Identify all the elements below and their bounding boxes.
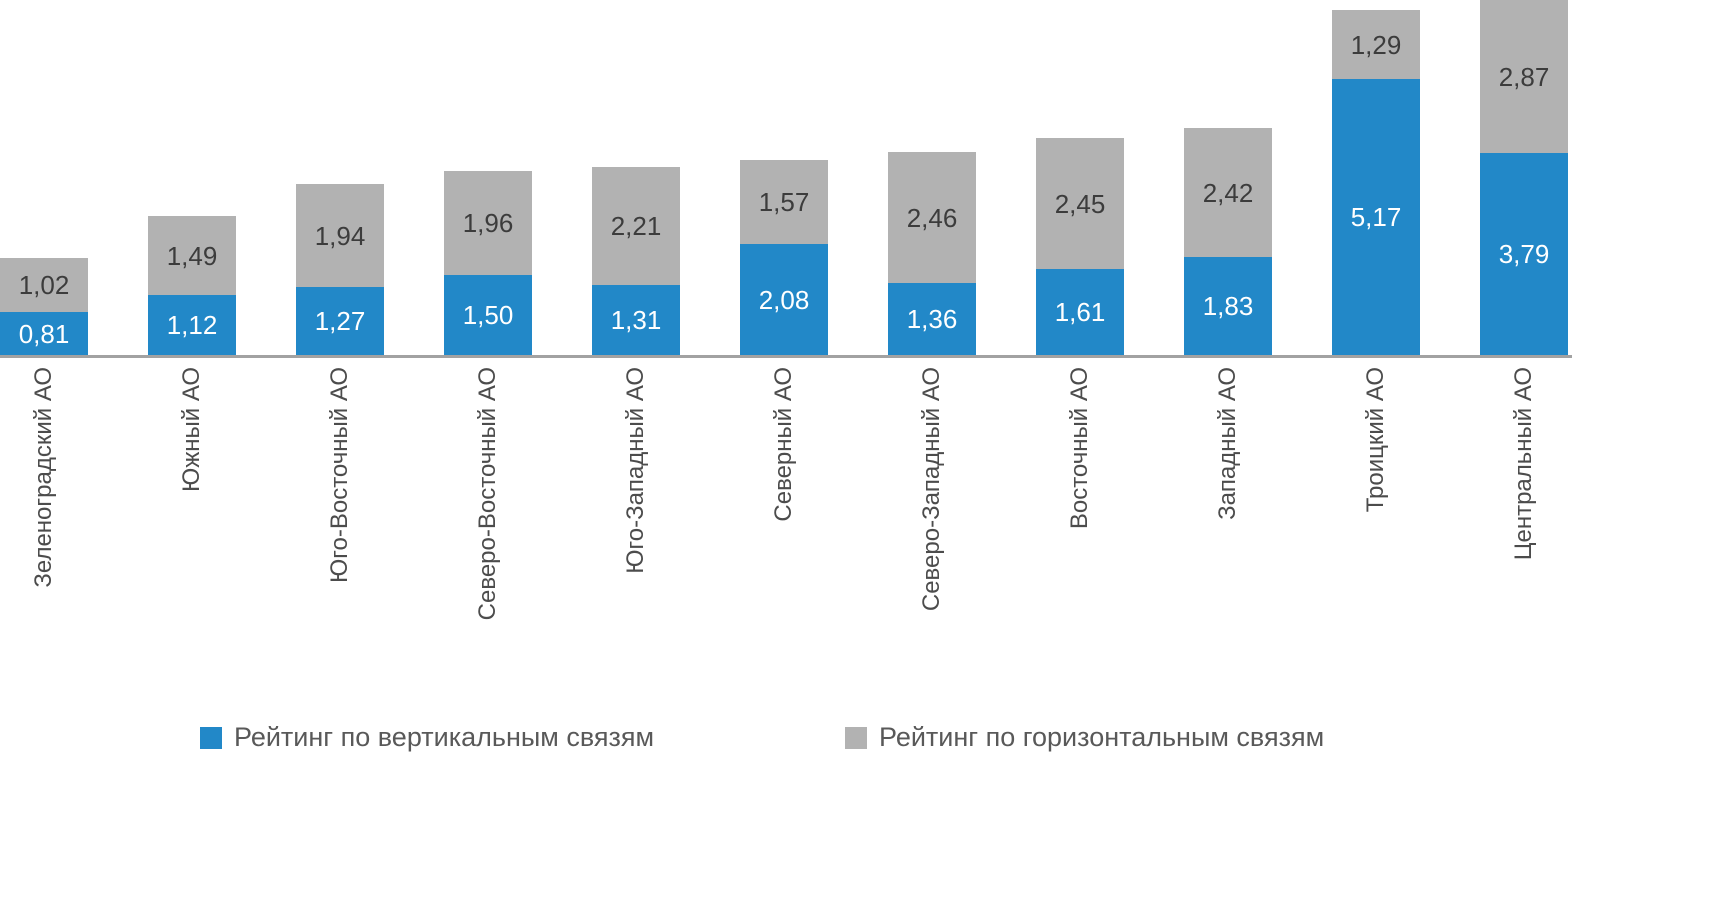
bar-value-label: 3,79 bbox=[1498, 239, 1550, 269]
legend-label-horizontal-links: Рейтинг по горизонтальным связям bbox=[879, 722, 1325, 752]
bar-value-label: 1,83 bbox=[1202, 291, 1254, 321]
bar-value-label: 2,46 bbox=[906, 202, 958, 233]
category-label: Юго-Западный АО bbox=[622, 367, 649, 574]
bar-value-label: 2,42 bbox=[1202, 177, 1254, 208]
bar-segment-horizontal-links: 1,96 bbox=[444, 171, 532, 275]
bar-value-label: 1,61 bbox=[1054, 297, 1106, 327]
bar-value-label: 0,81 bbox=[18, 318, 70, 349]
bar-value-label: 1,96 bbox=[462, 208, 514, 238]
bar-segment-vertical-links: 1,50 bbox=[444, 275, 532, 355]
bar-value-label: 1,94 bbox=[314, 220, 366, 251]
category-label: Северо-Восточный АО bbox=[474, 367, 501, 621]
category-label: Северный АО bbox=[770, 367, 797, 522]
bar-value-label: 1,27 bbox=[314, 306, 366, 336]
bar-value-label: 2,45 bbox=[1054, 188, 1106, 219]
category-label: Южный АО bbox=[178, 367, 205, 493]
x-axis-line bbox=[0, 355, 1572, 358]
bar-segment-vertical-links: 3,79 bbox=[1480, 153, 1568, 355]
bar-segment-vertical-links: 0,81 bbox=[0, 312, 88, 355]
bar-value-label: 1,29 bbox=[1350, 29, 1402, 60]
bar-segment-horizontal-links: 2,87 bbox=[1480, 0, 1568, 153]
x-axis-labels: Зеленоградский АО Южный АО Юго-Восточный А… bbox=[0, 367, 1720, 697]
category-label: Западный АО bbox=[1214, 367, 1241, 520]
bar-segment-vertical-links: 1,12 bbox=[148, 295, 236, 355]
bar-segment-vertical-links: 2,08 bbox=[740, 244, 828, 355]
legend-item-horizontal-links: Рейтинг по горизонтальным связям bbox=[845, 722, 1324, 753]
category-label: Центральный АО bbox=[1510, 367, 1537, 561]
bar-segment-horizontal-links: 1,02 bbox=[0, 258, 88, 312]
bar-value-label: 5,17 bbox=[1350, 202, 1402, 232]
bar-segment-horizontal-links: 1,49 bbox=[148, 216, 236, 295]
bar-value-label: 1,12 bbox=[166, 310, 218, 340]
category-label: Зеленоградский АО bbox=[30, 367, 57, 588]
legend-label-vertical-links: Рейтинг по вертикальным связям bbox=[234, 722, 655, 752]
category-label: Восточный АО bbox=[1066, 367, 1093, 530]
bar-value-label: 1,36 bbox=[906, 304, 958, 334]
bar-segment-horizontal-links: 1,94 bbox=[296, 184, 384, 287]
bar-segment-vertical-links: 1,61 bbox=[1036, 269, 1124, 355]
bar-value-label: 2,08 bbox=[758, 284, 810, 315]
bar-segment-horizontal-links: 2,42 bbox=[1184, 128, 1272, 257]
bar-segment-horizontal-links: 1,57 bbox=[740, 160, 828, 244]
bar-value-label: 2,21 bbox=[610, 211, 662, 241]
bar-segment-vertical-links: 1,83 bbox=[1184, 257, 1272, 355]
bar-value-label: 1,49 bbox=[166, 240, 218, 271]
bar-value-label: 1,31 bbox=[610, 305, 662, 335]
category-label: Северо-Западный АО bbox=[918, 367, 945, 612]
legend-swatch-gray bbox=[845, 726, 867, 749]
bar-segment-vertical-links: 5,17 bbox=[1332, 79, 1420, 355]
bar-segment-vertical-links: 1,31 bbox=[592, 285, 680, 355]
bar-segment-horizontal-links: 1,29 bbox=[1332, 10, 1420, 79]
bar-segment-horizontal-links: 2,45 bbox=[1036, 138, 1124, 269]
bar-segment-horizontal-links: 2,21 bbox=[592, 167, 680, 285]
bar-value-label: 1,02 bbox=[18, 270, 70, 300]
legend-item-vertical-links: Рейтинг по вертикальным связям bbox=[200, 722, 654, 753]
bar-value-label: 1,50 bbox=[462, 300, 514, 330]
legend: Рейтинг по вертикальным связям Рейтинг п… bbox=[0, 722, 1720, 762]
category-label: Троицкий АО bbox=[1362, 367, 1389, 513]
bar-value-label: 2,87 bbox=[1498, 61, 1550, 92]
legend-swatch-blue bbox=[200, 726, 222, 749]
bar-segment-horizontal-links: 2,46 bbox=[888, 152, 976, 283]
plot-area: 0,81 1,02 1,12 1,49 1,27 1,94 1,50 1,96 1,31 2,21… bbox=[0, 0, 1720, 355]
bar-segment-vertical-links: 1,36 bbox=[888, 283, 976, 355]
bar-segment-vertical-links: 1,27 bbox=[296, 287, 384, 355]
bar-value-label: 1,57 bbox=[758, 187, 810, 217]
category-label: Юго-Восточный АО bbox=[326, 367, 353, 583]
